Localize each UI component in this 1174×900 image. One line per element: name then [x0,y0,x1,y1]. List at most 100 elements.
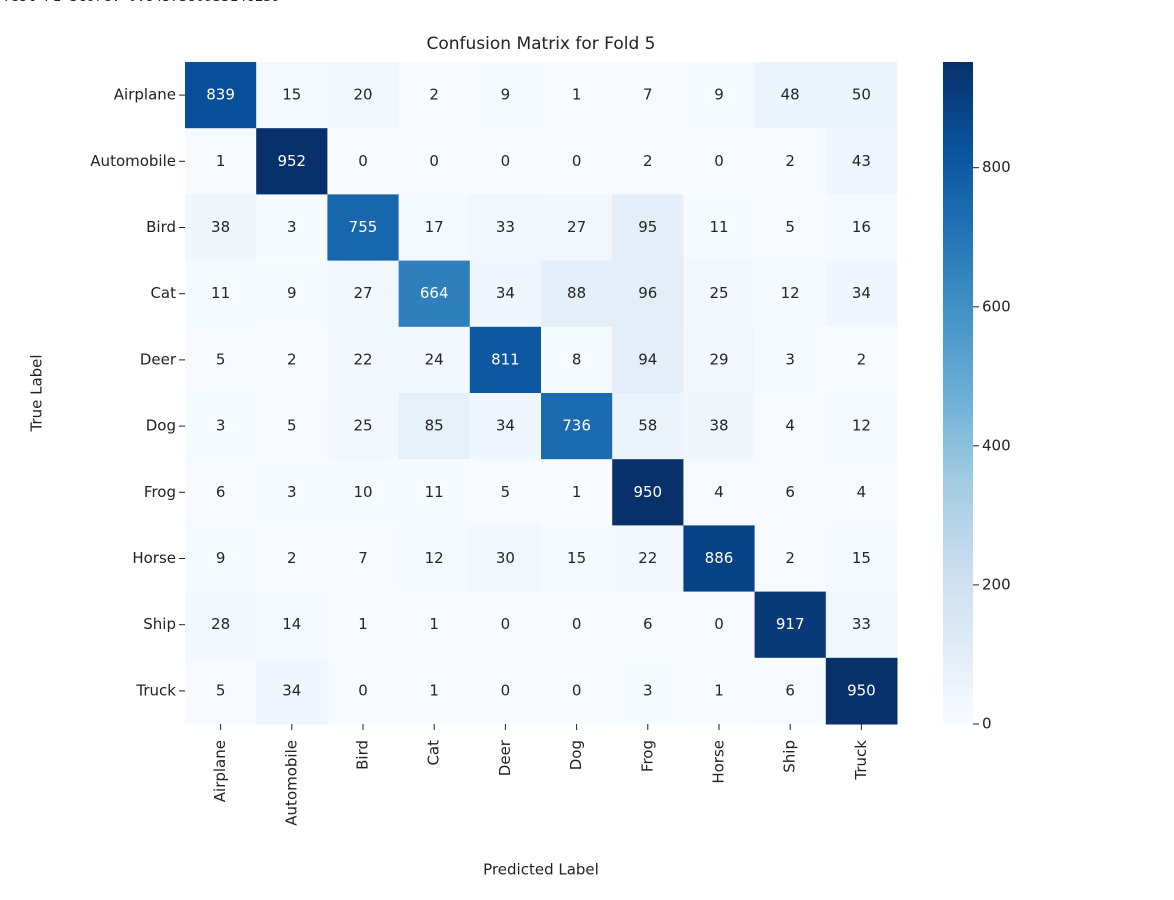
heatmap-cell [256,657,328,725]
heatmap-cell [541,459,613,526]
cell-label: 11 [709,218,728,236]
heatmap-cell [256,128,328,195]
heatmap-cell [825,657,898,725]
heatmap-cell [398,393,471,460]
heatmap-cell [541,393,613,460]
y-tick-label: Truck [135,681,176,699]
cell-label: 3 [216,417,226,435]
heatmap-cell [825,326,898,394]
heatmap-cell [469,326,542,394]
cell-label: 1 [358,615,368,633]
heatmap-cell [185,326,257,394]
cell-label: 5 [216,681,226,699]
cell-label: 9 [714,86,724,104]
cell-label: 38 [211,218,230,236]
cell-label: 15 [567,549,586,567]
x-tick-label: Horse [710,740,728,784]
heatmap-cell [683,459,756,526]
cell-label: 1 [429,615,439,633]
x-tick-label: Airplane [211,740,229,802]
cell-label: 33 [852,615,871,633]
heatmap-cell [612,260,684,328]
x-tick-label: Cat [425,740,443,766]
cell-label: 27 [567,218,586,236]
x-tick-label: Ship [781,740,799,773]
cell-label: 8 [572,350,582,368]
heatmap-cell [683,591,756,659]
heatmap-cell [256,194,328,262]
cell-label: 25 [353,417,372,435]
cell-label: 2 [287,549,297,567]
heatmap-cell [398,657,471,725]
heatmap-cell [683,62,756,129]
cell-label: 2 [429,86,439,104]
heatmap-cell [256,591,328,659]
heatmap-cell [754,657,827,725]
heatmap-cell [469,525,542,593]
y-axis-label: True Label [28,354,46,432]
cell-label: 34 [496,417,515,435]
cell-label: 7 [643,86,653,104]
heatmap-cell [683,260,756,328]
cell-label: 10 [353,483,372,501]
heatmap-cell [398,128,471,195]
heatmap-cell [612,326,684,394]
heatmap-cell [185,194,257,262]
heatmap-cell [825,393,898,460]
heatmap-cell [256,393,328,460]
cell-label: 886 [705,549,734,567]
heatmap-cell [185,657,257,725]
heatmap-cell [612,128,684,195]
cell-label: 6 [785,483,795,501]
heatmap-cell [256,459,328,526]
heatmap-cell [541,128,613,195]
heatmap-cell [541,525,613,593]
heatmap-cell [398,459,471,526]
cell-label: 3 [287,483,297,501]
cell-label: 58 [638,417,657,435]
cell-label: 28 [211,615,230,633]
cell-label: 736 [562,417,591,435]
y-tick-label: Horse [132,549,176,567]
heatmap-cell [754,525,827,593]
colorbar-tick-label: 200 [982,575,1011,593]
cell-label: 2 [287,350,297,368]
heatmap-cell [754,62,827,129]
cell-label: 14 [282,615,301,633]
cell-label: 85 [425,417,444,435]
heatmap-cell [541,260,613,328]
cell-label: 9 [501,86,511,104]
heatmap-cell [825,459,898,526]
heatmap-cell [327,657,400,725]
heatmap-cell [469,260,542,328]
heatmap-cell [327,459,400,526]
heatmap-cell [541,591,613,659]
cell-label: 5 [785,218,795,236]
heatmap-cell [185,62,257,129]
heatmap-cell [398,260,471,328]
cell-label: 34 [282,681,301,699]
x-tick-label: Bird [354,740,372,770]
heatmap-cell [683,128,756,195]
colorbar-tick-label: 600 [982,297,1011,315]
cell-label: 0 [572,152,582,170]
cell-label: 0 [501,615,511,633]
heatmap-cell [469,591,542,659]
heatmap-cell [398,591,471,659]
cell-label: 0 [572,681,582,699]
heatmap-cell [185,591,257,659]
cell-label: 1 [572,483,582,501]
heatmap-cell [612,591,684,659]
heatmap-cell [327,591,400,659]
cell-label: 0 [572,615,582,633]
cell-label: 22 [353,350,372,368]
heatmap-cell [754,128,827,195]
cell-label: 11 [425,483,444,501]
heatmap-cell [185,128,257,195]
heatmap-cell [327,525,400,593]
colorbar-tick-label: 0 [982,715,992,733]
cell-label: 952 [277,152,306,170]
heatmap-cell [683,194,756,262]
cell-label: 0 [501,152,511,170]
y-tick-label: Automobile [90,152,176,170]
